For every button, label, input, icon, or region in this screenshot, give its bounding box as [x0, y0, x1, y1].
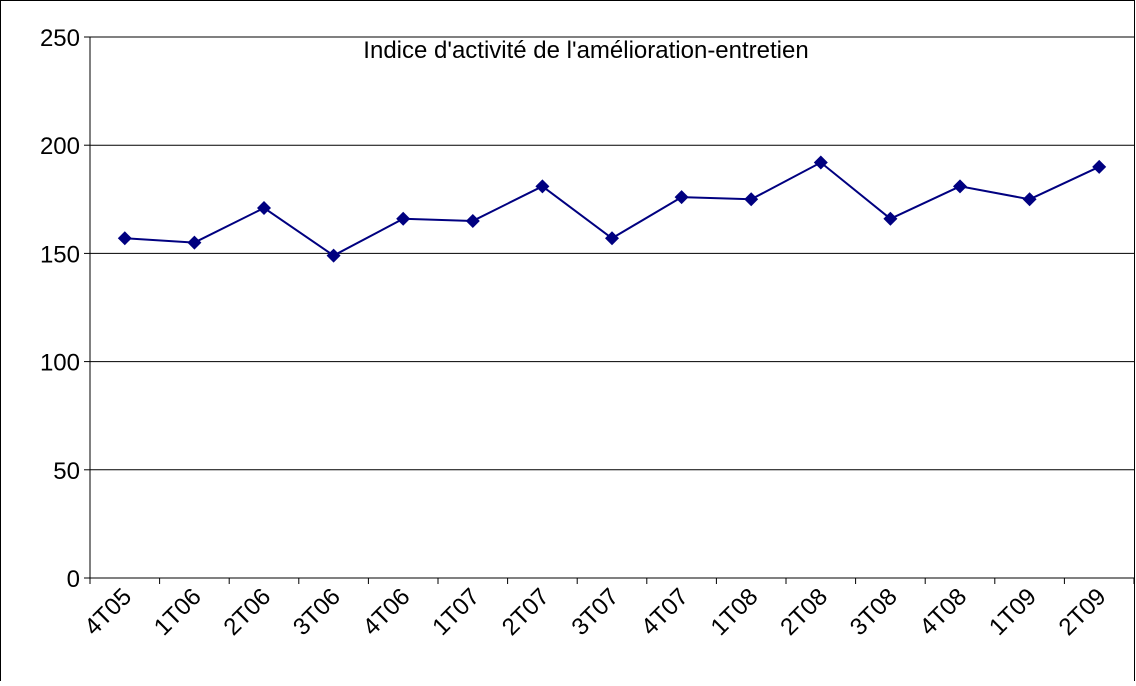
marker: [883, 211, 898, 226]
marker: [535, 179, 550, 194]
marker: [396, 211, 411, 226]
x-tick-label: 3T06: [288, 583, 346, 641]
y-tick-label: 100: [40, 350, 80, 377]
marker: [674, 190, 689, 205]
x-tick-label: 3T07: [566, 583, 624, 641]
x-tick-label: 1T07: [427, 583, 485, 641]
x-tick-label: 4T07: [636, 583, 694, 641]
x-tick-label: 3T08: [845, 583, 903, 641]
marker: [1092, 159, 1107, 174]
x-tick-label: 2T06: [218, 583, 276, 641]
y-tick-label: 150: [40, 241, 80, 268]
marker: [1022, 192, 1037, 207]
x-tick-label: 1T06: [149, 583, 207, 641]
marker: [117, 231, 132, 246]
x-tick-label: 1T09: [984, 583, 1042, 641]
marker: [744, 192, 759, 207]
x-tick-label: 4T08: [914, 583, 972, 641]
marker: [813, 155, 828, 170]
y-tick-label: 0: [67, 566, 80, 593]
marker: [257, 200, 271, 215]
marker: [326, 248, 341, 263]
x-tick-label: 1T08: [706, 583, 764, 641]
x-tick-label: 2T09: [1054, 583, 1112, 641]
y-tick-label: 50: [53, 458, 80, 485]
y-tick-label: 250: [40, 25, 80, 52]
chart-title: Indice d'activité de l'amélioration-entr…: [363, 37, 808, 64]
marker: [953, 179, 967, 194]
x-tick-label: 2T07: [497, 583, 555, 641]
marker: [465, 213, 480, 228]
y-tick-label: 200: [40, 133, 80, 160]
marker: [187, 235, 202, 250]
x-tick-label: 2T08: [775, 583, 833, 641]
x-tick-label: 4T06: [358, 583, 416, 641]
x-tick-label: 4T05: [79, 583, 137, 641]
marker: [605, 231, 619, 246]
